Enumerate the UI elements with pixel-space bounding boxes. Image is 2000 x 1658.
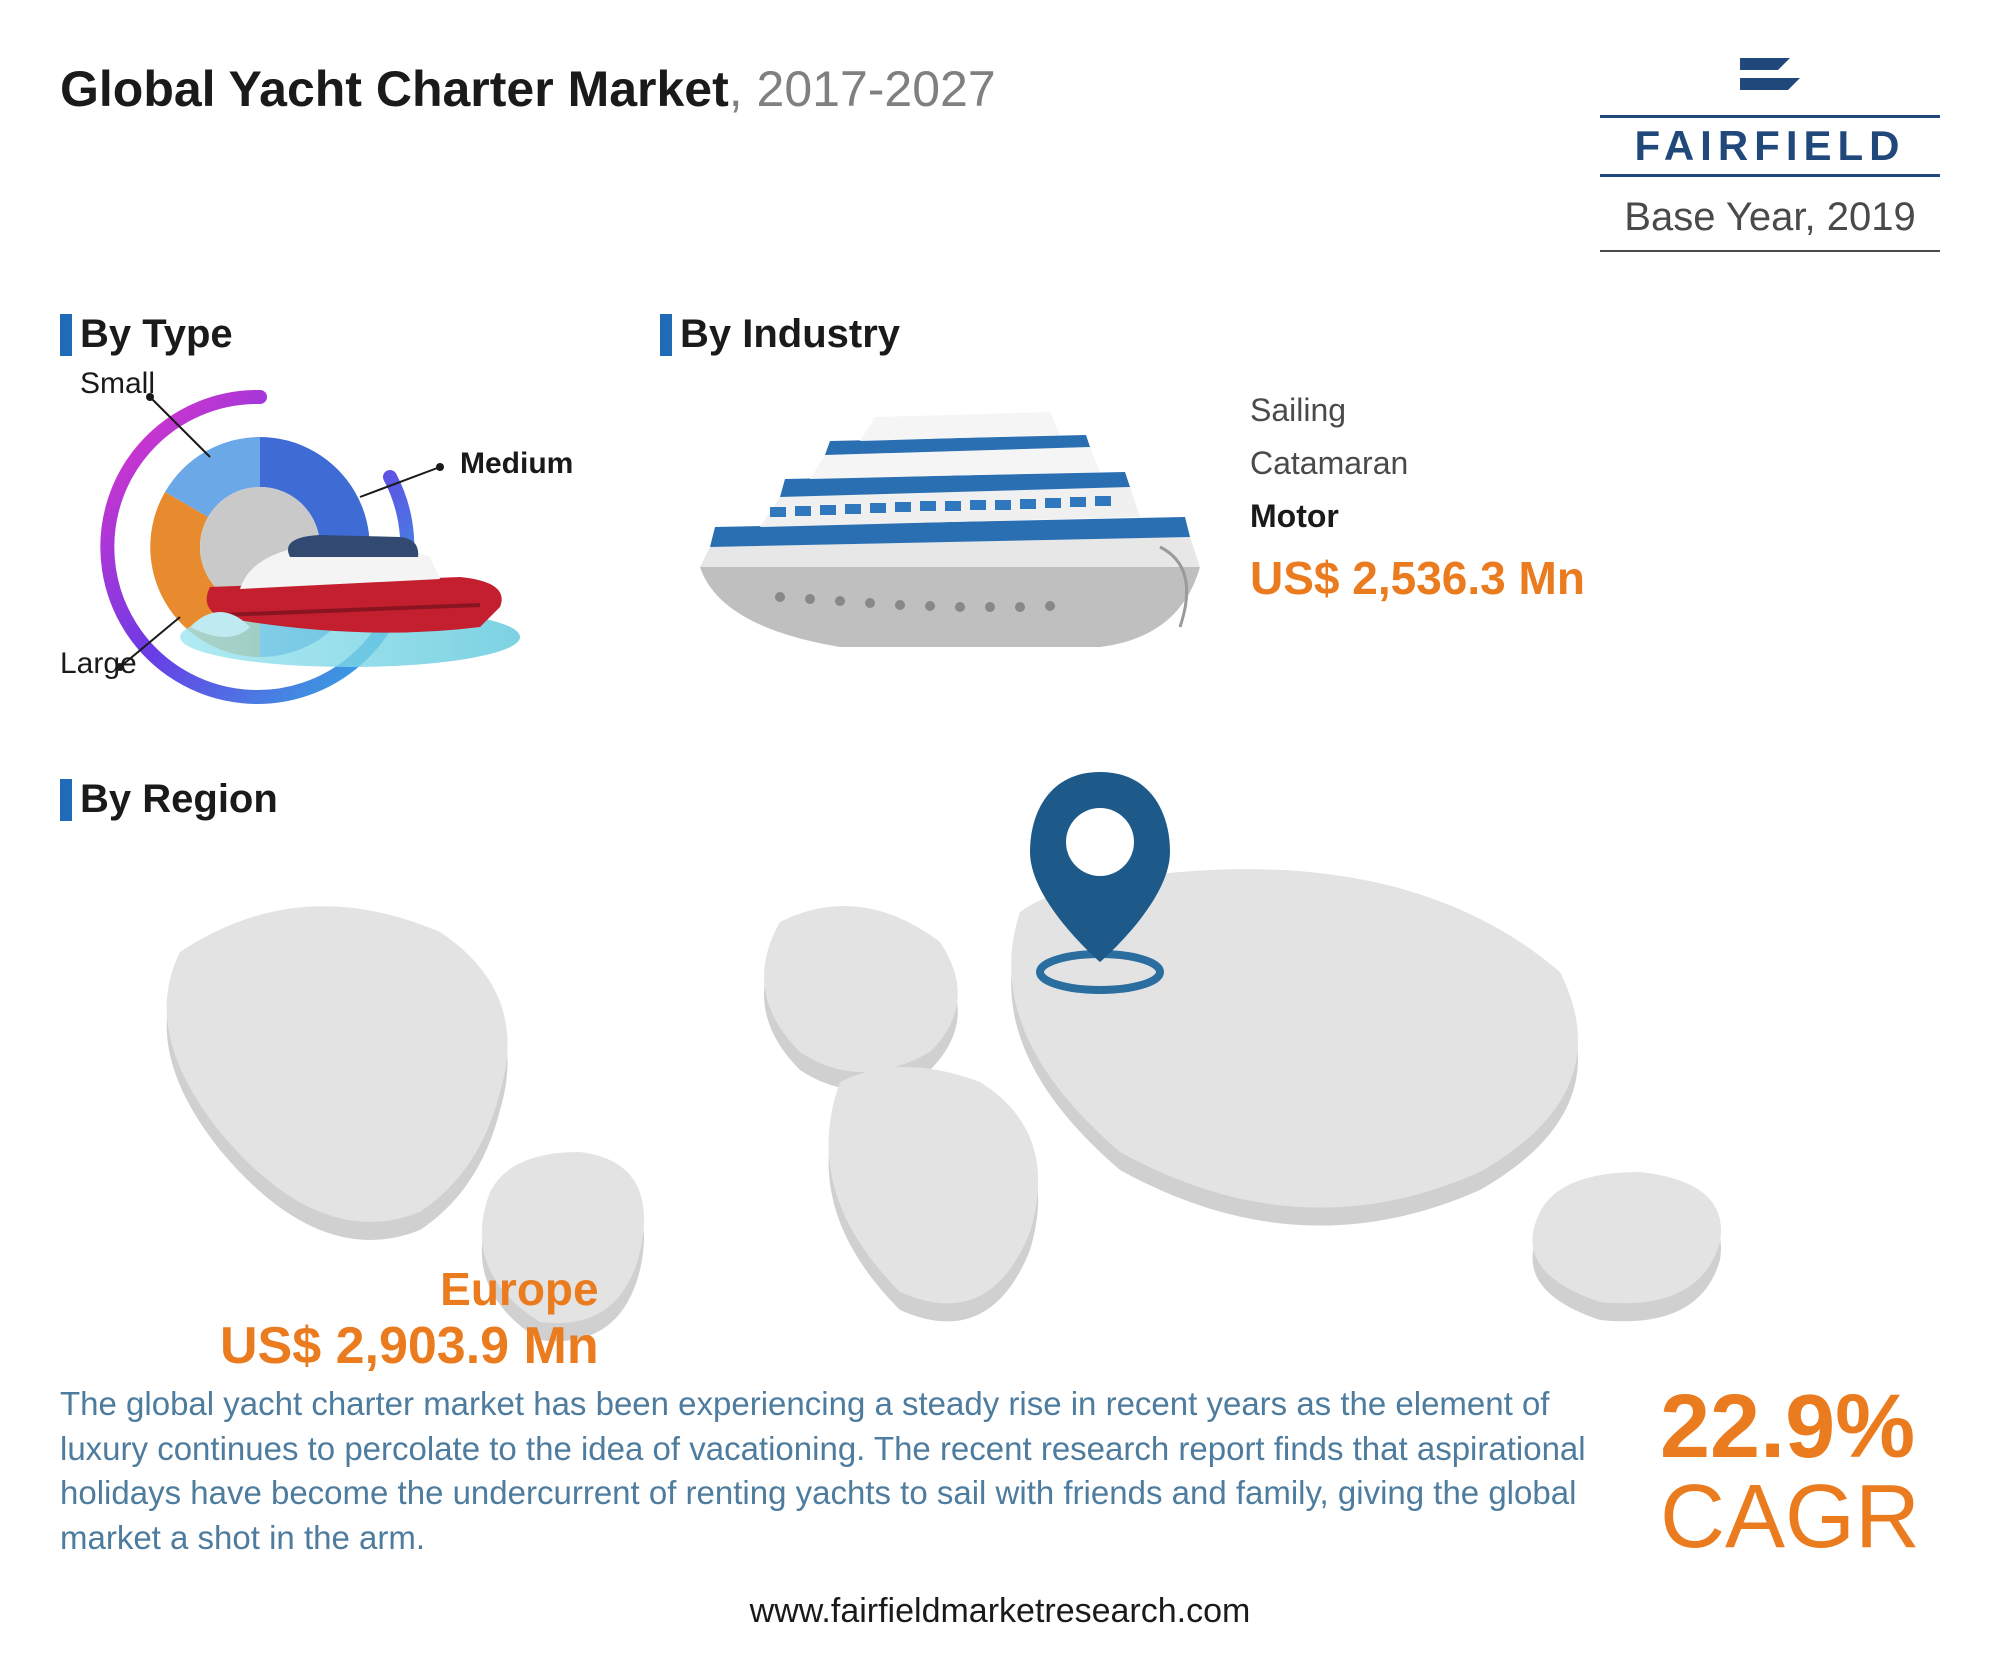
header: Global Yacht Charter Market, 2017-2027 F…: [60, 50, 1940, 252]
industry-value: US$ 2,536.3 Mn: [1250, 551, 1610, 605]
mid-row: By Type: [60, 272, 1940, 737]
type-donut-chart: Small Medium Large: [60, 357, 580, 737]
ship-icon: [660, 367, 1220, 687]
industry-item-highlight: Motor: [1250, 498, 1610, 535]
cagr-label: CAGR: [1660, 1472, 1920, 1562]
industry-item: Catamaran: [1250, 445, 1610, 482]
section-by-region: By Region: [60, 777, 1940, 822]
world-map: Europe US$ 2,903.9 Mn: [60, 832, 1860, 1352]
by-type-column: By Type: [60, 272, 620, 737]
title-bold: Global Yacht Charter Market: [60, 61, 729, 117]
section-bar-icon: [60, 314, 72, 356]
page-title: Global Yacht Charter Market, 2017-2027: [60, 50, 996, 118]
bottom-row: The global yacht charter market has been…: [60, 1382, 1940, 1562]
logo-text: FAIRFIELD: [1600, 115, 1940, 177]
region-value-block: Europe US$ 2,903.9 Mn: [220, 1262, 599, 1376]
section-by-industry: By Industry: [660, 312, 1220, 357]
donut-label-small: Small: [80, 367, 155, 401]
by-region-section: By Region: [60, 777, 1940, 1352]
logo: FAIRFIELD Base Year, 2019: [1600, 50, 1940, 252]
by-industry-column: By Industry: [660, 272, 1940, 687]
cagr-block: 22.9% CAGR: [1660, 1382, 1940, 1562]
base-year-label: Base Year, 2019: [1600, 195, 1940, 252]
region-name: Europe: [220, 1262, 599, 1316]
region-value: US$ 2,903.9 Mn: [220, 1316, 599, 1376]
industry-item: Sailing: [1250, 392, 1610, 429]
section-by-region-text: By Region: [80, 777, 278, 822]
section-bar-icon: [60, 779, 72, 821]
title-light: , 2017-2027: [729, 61, 996, 117]
footer-url: www.fairfieldmarketresearch.com: [60, 1592, 1940, 1631]
donut-label-large: Large: [60, 647, 137, 681]
section-bar-icon: [660, 314, 672, 356]
industry-list: Sailing Catamaran Motor US$ 2,536.3 Mn: [1250, 272, 1610, 687]
logo-mark-icon: [1600, 50, 1940, 103]
section-by-type: By Type: [60, 312, 620, 357]
donut-label-medium: Medium: [460, 447, 573, 481]
map-pin-icon: [1010, 762, 1190, 1002]
section-by-industry-text: By Industry: [680, 312, 900, 357]
cagr-percent: 22.9%: [1660, 1382, 1920, 1472]
section-by-type-text: By Type: [80, 312, 233, 357]
description-text: The global yacht charter market has been…: [60, 1382, 1620, 1560]
